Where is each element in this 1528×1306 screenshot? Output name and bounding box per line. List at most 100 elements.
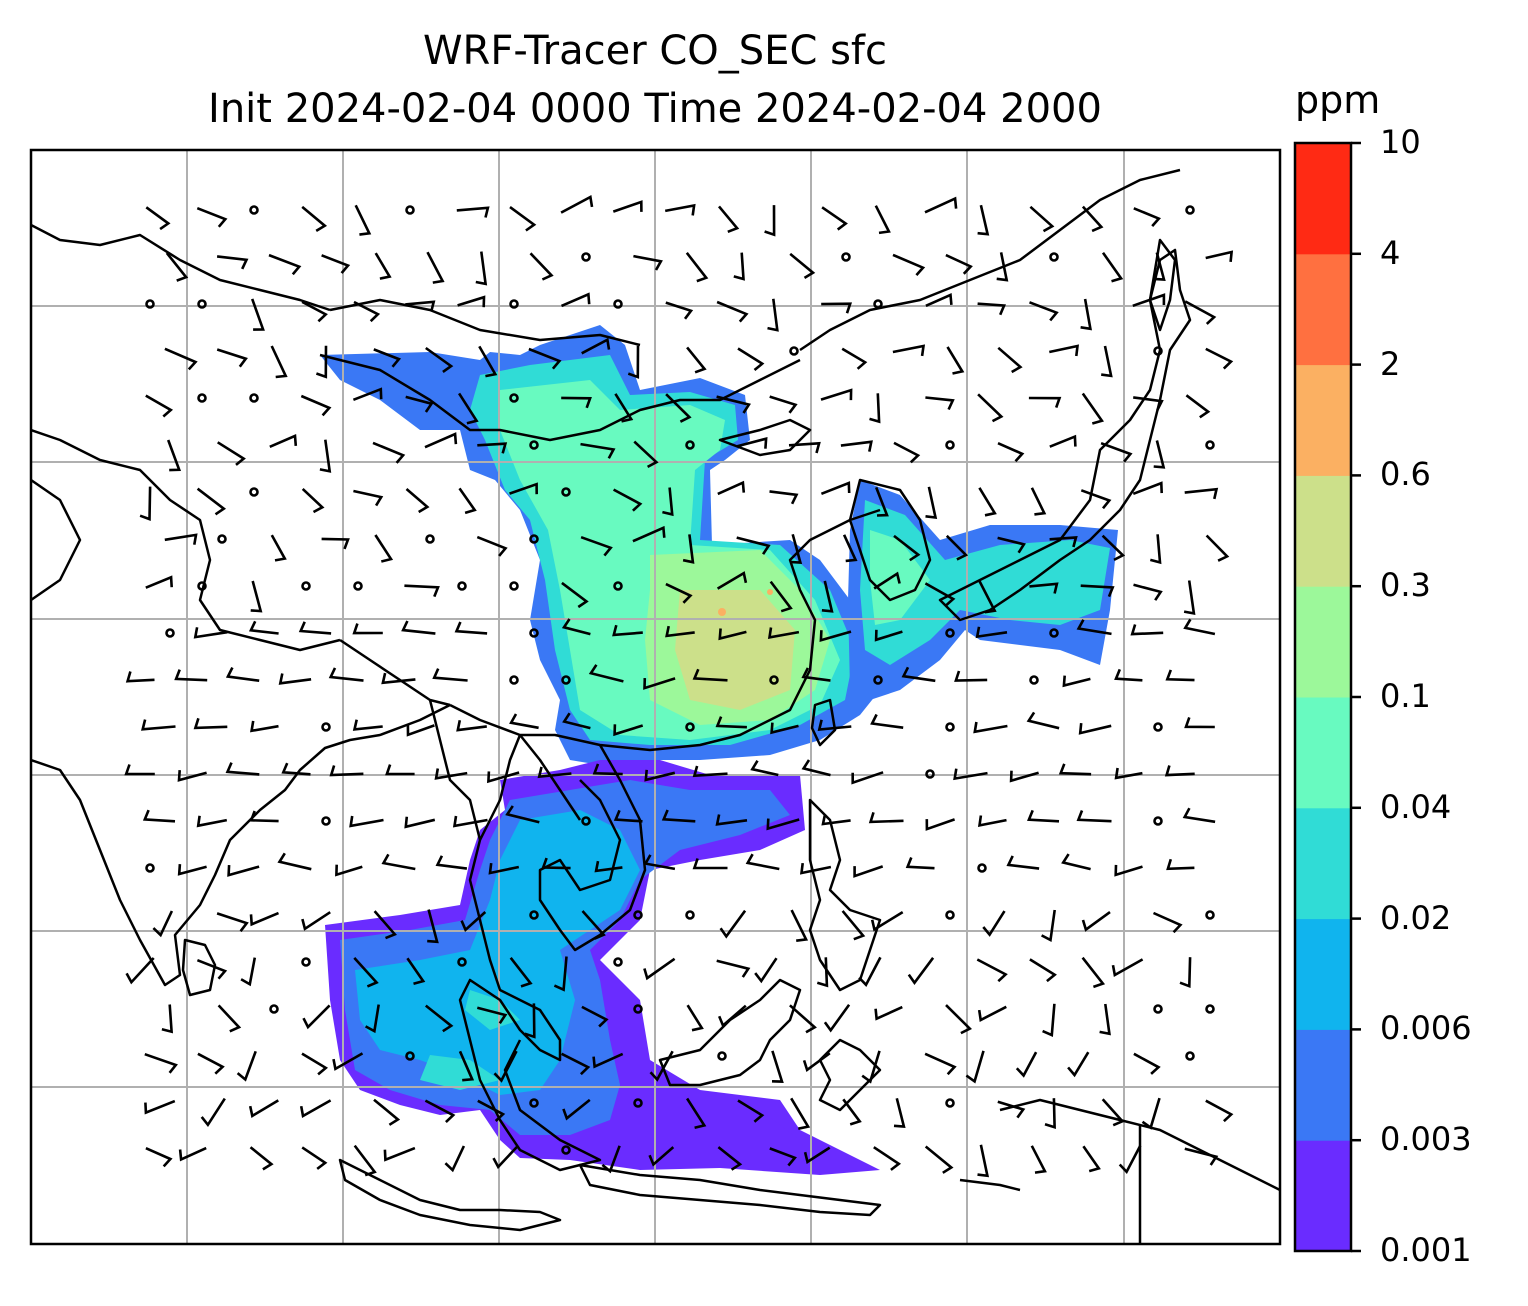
wind-barb (1015, 1051, 1038, 1078)
wind-barb (1152, 911, 1183, 934)
wind-barb (718, 628, 747, 641)
wind-barb (613, 724, 644, 737)
coastline-russia-east (799, 168, 1181, 352)
wind-barb (1006, 855, 1040, 870)
wind-barb (1133, 207, 1161, 227)
wind-barb (799, 862, 832, 875)
wind-calm-marker (269, 1004, 279, 1014)
wind-barb (819, 630, 852, 642)
coastline-indochina (458, 734, 602, 1172)
wind-calm-marker (197, 393, 207, 403)
wind-barb (1184, 1147, 1219, 1166)
wind-barb (977, 815, 1007, 828)
wind-barb (1166, 858, 1195, 871)
wind-barb (1081, 205, 1104, 233)
wind-barb (665, 582, 693, 604)
wind-barb (425, 346, 454, 373)
wind-barb (592, 1052, 624, 1069)
wind-barb (174, 669, 208, 682)
wind-barb (1205, 534, 1230, 562)
wind-calm-marker (1153, 722, 1163, 732)
wind-barb (1184, 716, 1215, 729)
wind-barb (478, 345, 498, 378)
wind-barb (594, 860, 623, 873)
wind-barb (978, 580, 997, 614)
wind-calm-marker (789, 346, 799, 356)
wind-barb (665, 393, 692, 423)
wind-barb (874, 486, 889, 517)
wind-barb (1030, 487, 1047, 516)
wind-calm-marker (561, 675, 571, 685)
wind-barb (1049, 434, 1077, 448)
border-central-asia (31, 428, 341, 652)
wind-barb (298, 621, 332, 635)
wind-barb (716, 571, 748, 590)
wind-barb (270, 534, 287, 562)
wind-barb (869, 393, 881, 424)
wind-barb (1058, 763, 1092, 776)
wind-barb (561, 396, 592, 409)
wind-calm-marker (509, 393, 519, 403)
wind-barb (717, 480, 746, 496)
wind-barb (588, 664, 624, 683)
wind-barb (217, 1004, 242, 1033)
wind-barb (301, 911, 331, 931)
wind-barb (424, 1099, 456, 1124)
wind-barb (374, 534, 394, 563)
wind-barb (125, 671, 155, 683)
wind-barb (300, 394, 332, 417)
wind-barb (633, 440, 659, 469)
wind-barb (1029, 301, 1059, 322)
wind-barb (456, 206, 490, 218)
wind-barb (925, 396, 955, 411)
wind-barb (381, 672, 416, 685)
wind-barb (996, 252, 1009, 282)
wind-barb (145, 206, 171, 231)
wind-barb (841, 347, 868, 370)
wind-barb (424, 1004, 454, 1033)
wind-barb (457, 295, 486, 308)
wind-barb (1153, 252, 1166, 282)
map-subtitle: Init 2024-02-04 0000 Time 2024-02-04 200… (208, 86, 1102, 132)
wind-calm-marker (321, 816, 331, 826)
wind-barb (870, 910, 904, 932)
wind-barb (662, 487, 674, 517)
wind-barb (299, 1099, 332, 1119)
wind-barb (925, 818, 956, 831)
wind-barb (1100, 441, 1133, 463)
wind-barb (145, 394, 174, 418)
coastline-java (578, 1163, 882, 1217)
wind-barb (977, 302, 1007, 316)
wind-barb (601, 1145, 621, 1174)
colorbar-unit: ppm (1295, 78, 1381, 122)
wind-barb (352, 387, 383, 402)
wind-calm-marker (977, 863, 987, 873)
border-himalaya (339, 638, 451, 707)
wind-calm-marker (1153, 816, 1163, 826)
wind-barb (1114, 668, 1143, 682)
wind-barb (1132, 293, 1166, 308)
wind-calm-marker (509, 581, 519, 591)
wind-barb (216, 912, 249, 932)
wind-barb (372, 441, 406, 464)
wind-barb (301, 487, 325, 514)
wind-calm-marker (581, 816, 591, 826)
wind-barb (227, 865, 260, 877)
wind-barb (1101, 534, 1126, 562)
wind-barb (1041, 909, 1056, 942)
wind-barb (353, 489, 384, 507)
wind-barb (250, 580, 263, 613)
wind-barb (1080, 298, 1092, 331)
wind-barb (145, 575, 173, 589)
wind-barb (432, 668, 468, 682)
wind-barb (893, 1097, 906, 1129)
wind-barb (767, 627, 800, 640)
wind-barb (124, 764, 155, 776)
wind-calm-marker (561, 1145, 571, 1155)
wind-barb (716, 395, 751, 414)
wind-barb (562, 1098, 591, 1121)
wind-barb (842, 534, 858, 563)
wind-barb (301, 205, 328, 233)
wind-barb (250, 298, 265, 331)
